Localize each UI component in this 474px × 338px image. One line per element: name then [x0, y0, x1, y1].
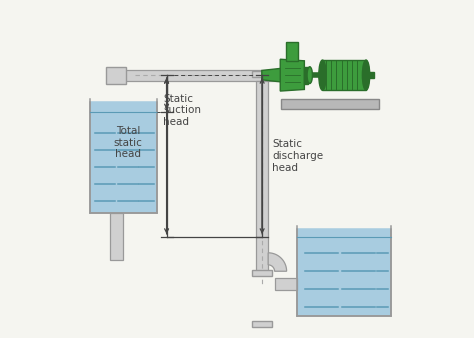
Text: Static
discharge
head: Static discharge head [272, 139, 323, 173]
Ellipse shape [307, 67, 312, 83]
Bar [281, 99, 380, 108]
Bar [90, 99, 156, 213]
Polygon shape [280, 59, 304, 91]
Text: Total
static
head: Total static head [114, 126, 143, 159]
Bar [297, 226, 391, 316]
Bar [106, 67, 127, 84]
Bar [366, 72, 374, 78]
Bar [286, 42, 298, 61]
Polygon shape [268, 253, 287, 271]
Bar [274, 277, 297, 290]
Polygon shape [262, 68, 280, 82]
Bar [252, 320, 272, 327]
Bar [125, 70, 277, 80]
Ellipse shape [319, 60, 326, 90]
Bar [256, 80, 268, 271]
Text: Static
suction
head: Static suction head [163, 94, 201, 127]
Bar [304, 67, 309, 83]
Bar [109, 213, 123, 260]
Bar [252, 71, 272, 77]
Bar [252, 270, 272, 276]
Bar [322, 60, 366, 90]
Ellipse shape [363, 60, 370, 90]
Polygon shape [113, 68, 127, 81]
